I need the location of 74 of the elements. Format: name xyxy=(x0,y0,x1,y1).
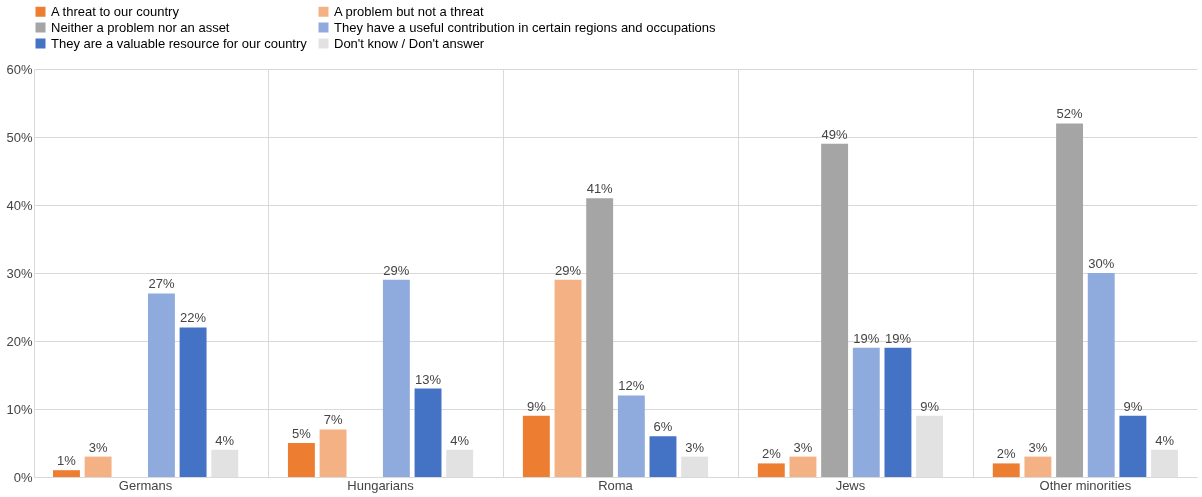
data-label: 41% xyxy=(586,181,614,197)
bar xyxy=(649,436,677,477)
data-label: 30% xyxy=(1088,256,1115,271)
bar xyxy=(179,327,207,477)
bar xyxy=(884,347,912,477)
data-label: 27% xyxy=(148,276,175,292)
bar xyxy=(287,443,315,477)
data-label: 19% xyxy=(884,330,912,346)
data-label: 3% xyxy=(685,439,705,455)
bar xyxy=(1087,273,1115,477)
data-label: 6% xyxy=(653,419,673,435)
bar xyxy=(916,415,944,477)
data-label: 4% xyxy=(1155,432,1175,448)
y-tick-label: 0% xyxy=(13,469,33,485)
bar xyxy=(1119,415,1147,477)
data-label: 22% xyxy=(180,310,207,326)
legend-label: They are a valuable resource for our country xyxy=(51,35,308,51)
bar xyxy=(1151,449,1178,477)
bar xyxy=(821,143,849,477)
x-tick-label: Hungarians xyxy=(347,477,415,493)
bar xyxy=(382,279,410,477)
data-label: 1% xyxy=(57,453,77,469)
bar xyxy=(522,415,550,477)
data-label: 52% xyxy=(1056,106,1084,122)
data-label: 19% xyxy=(853,330,880,346)
legend-label: Don't know / Don't answer xyxy=(334,35,485,51)
legend-label: Neither a problem nor an asset xyxy=(51,19,230,35)
bar xyxy=(586,198,614,477)
y-tick-label: 20% xyxy=(6,333,33,349)
y-tick-label: 40% xyxy=(6,197,33,213)
legend-label: A threat to our country xyxy=(51,3,180,19)
y-tick-label: 60% xyxy=(6,61,33,77)
data-label: 13% xyxy=(415,371,442,387)
bar xyxy=(617,395,645,477)
data-label: 9% xyxy=(920,398,940,414)
data-label: 29% xyxy=(383,262,410,278)
legend-label: A problem but not a threat xyxy=(334,3,484,19)
data-label: 4% xyxy=(215,432,235,448)
bar xyxy=(554,279,582,477)
data-label: 4% xyxy=(450,432,470,448)
x-tick-label: Germans xyxy=(118,477,173,493)
data-label: 3% xyxy=(88,439,108,455)
legend-label: They have a useful contribution in certain regions and occupations xyxy=(334,19,717,35)
bar xyxy=(681,456,709,477)
data-label: 49% xyxy=(821,126,849,142)
x-tick-label: Roma xyxy=(598,477,634,493)
bar xyxy=(53,470,80,477)
bar xyxy=(84,456,112,477)
data-label: 9% xyxy=(526,398,547,414)
data-label: 29% xyxy=(554,262,582,278)
data-label: 3% xyxy=(793,439,813,455)
data-label: 12% xyxy=(618,378,645,394)
bar xyxy=(1056,123,1084,477)
data-label: 2% xyxy=(761,446,782,462)
bar xyxy=(211,449,239,477)
bar xyxy=(414,388,442,477)
bar xyxy=(446,449,474,477)
data-label: 3% xyxy=(1028,439,1048,455)
bar xyxy=(757,463,785,477)
y-tick-label: 50% xyxy=(6,129,33,145)
bar xyxy=(1024,456,1052,477)
x-tick-label: Other minorities xyxy=(1039,477,1132,493)
bar xyxy=(992,463,1020,477)
data-label: 7% xyxy=(323,412,343,428)
y-tick-label: 30% xyxy=(6,265,33,281)
y-tick-label: 10% xyxy=(6,401,33,417)
data-label: 2% xyxy=(996,446,1017,462)
x-tick-label: Jews xyxy=(835,477,866,493)
bar xyxy=(319,429,347,477)
data-label: 9% xyxy=(1123,398,1143,414)
bar xyxy=(147,293,175,477)
data-label: 5% xyxy=(292,426,312,441)
bar xyxy=(852,347,880,477)
bar xyxy=(789,456,817,477)
